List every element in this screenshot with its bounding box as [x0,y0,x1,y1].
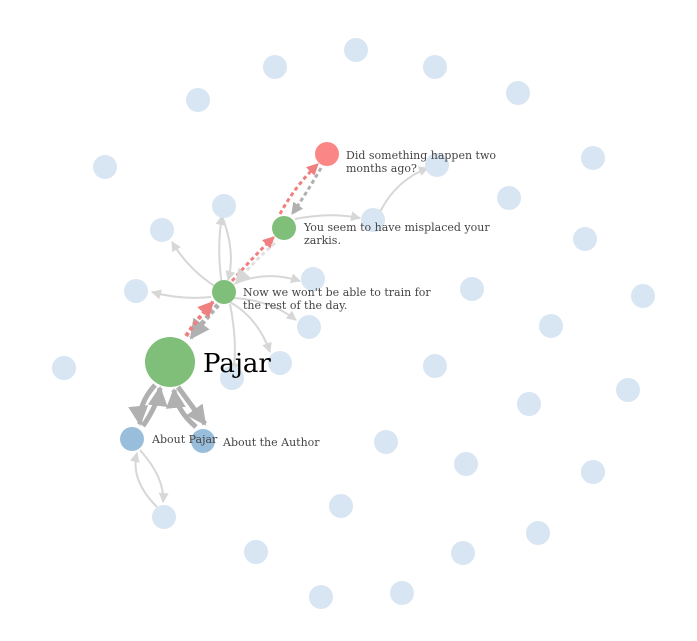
background-node[interactable] [517,392,541,416]
background-node[interactable] [212,194,236,218]
label-misplaced-zarkis: You seem to have misplaced your zarkis. [303,221,493,247]
background-node[interactable] [454,452,478,476]
label-won-t-train-line2: the rest of the day. [243,299,347,312]
node-won-t-train[interactable] [212,280,236,304]
edge-misplaced-to-won-t-train [234,241,276,285]
background-node[interactable] [263,55,287,79]
node-misplaced-zarkis[interactable] [272,216,296,240]
background-node[interactable] [150,218,174,242]
background-node[interactable] [220,366,244,390]
background-node[interactable] [374,430,398,454]
node-pajar[interactable] [145,337,195,387]
background-node[interactable] [423,55,447,79]
background-node[interactable] [93,155,117,179]
background-node[interactable] [506,81,530,105]
edge-won-t-train-to-pajar [188,303,220,340]
edge-misplaced-to-something-happen [278,162,320,215]
label-won-t-train-line1: Now we won't be able to train for [243,286,431,299]
background-node[interactable] [616,378,640,402]
edge-something-happen-to-misplaced [290,167,323,215]
background-node[interactable] [539,314,563,338]
background-node[interactable] [573,227,597,251]
background-node[interactable] [297,315,321,339]
background-nodes [52,38,655,609]
background-node[interactable] [186,88,210,112]
background-node[interactable] [423,354,447,378]
label-something-happen-line2: months ago? [346,162,417,175]
background-node[interactable] [581,146,605,170]
background-node[interactable] [152,505,176,529]
background-node[interactable] [124,279,148,303]
label-misplaced-zarkis-line2: zarkis. [304,234,341,247]
edge-about-author-to-pajar [165,388,198,429]
background-node[interactable] [361,208,385,232]
background-node[interactable] [497,186,521,210]
background-node[interactable] [581,460,605,484]
edge-about-pajar-to-pajar [140,386,168,428]
strong-edges [128,162,323,429]
background-node[interactable] [451,541,475,565]
background-node[interactable] [460,277,484,301]
node-about-pajar[interactable] [120,427,144,451]
label-won-t-train: Now we won't be able to train for the re… [243,286,434,312]
label-misplaced-zarkis-line1: You seem to have misplaced your [303,221,490,234]
background-node[interactable] [344,38,368,62]
background-node[interactable] [268,351,292,375]
label-about-author: About the Author [222,436,320,449]
background-node[interactable] [390,581,414,605]
background-node[interactable] [425,153,449,177]
label-something-happen: Did something happen two months ago? [346,149,500,175]
edge-pajar-to-about-author [175,385,208,426]
labels: Pajar Now we won't be able to train for … [151,149,500,449]
label-something-happen-line1: Did something happen two [346,149,496,162]
background-node[interactable] [631,284,655,308]
node-something-happen[interactable] [315,142,339,166]
background-node[interactable] [526,521,550,545]
background-node[interactable] [309,585,333,609]
edge-pajar-to-won-t-train [184,300,215,338]
edge-won-t-train-to-misplaced [230,235,276,282]
label-pajar: Pajar [203,349,271,379]
label-about-pajar: About Pajar [151,433,218,446]
background-node[interactable] [52,356,76,380]
story-nodes [120,142,339,453]
background-node[interactable] [244,540,268,564]
background-node[interactable] [329,494,353,518]
background-node[interactable] [301,267,325,291]
node-about-author[interactable] [191,429,215,453]
